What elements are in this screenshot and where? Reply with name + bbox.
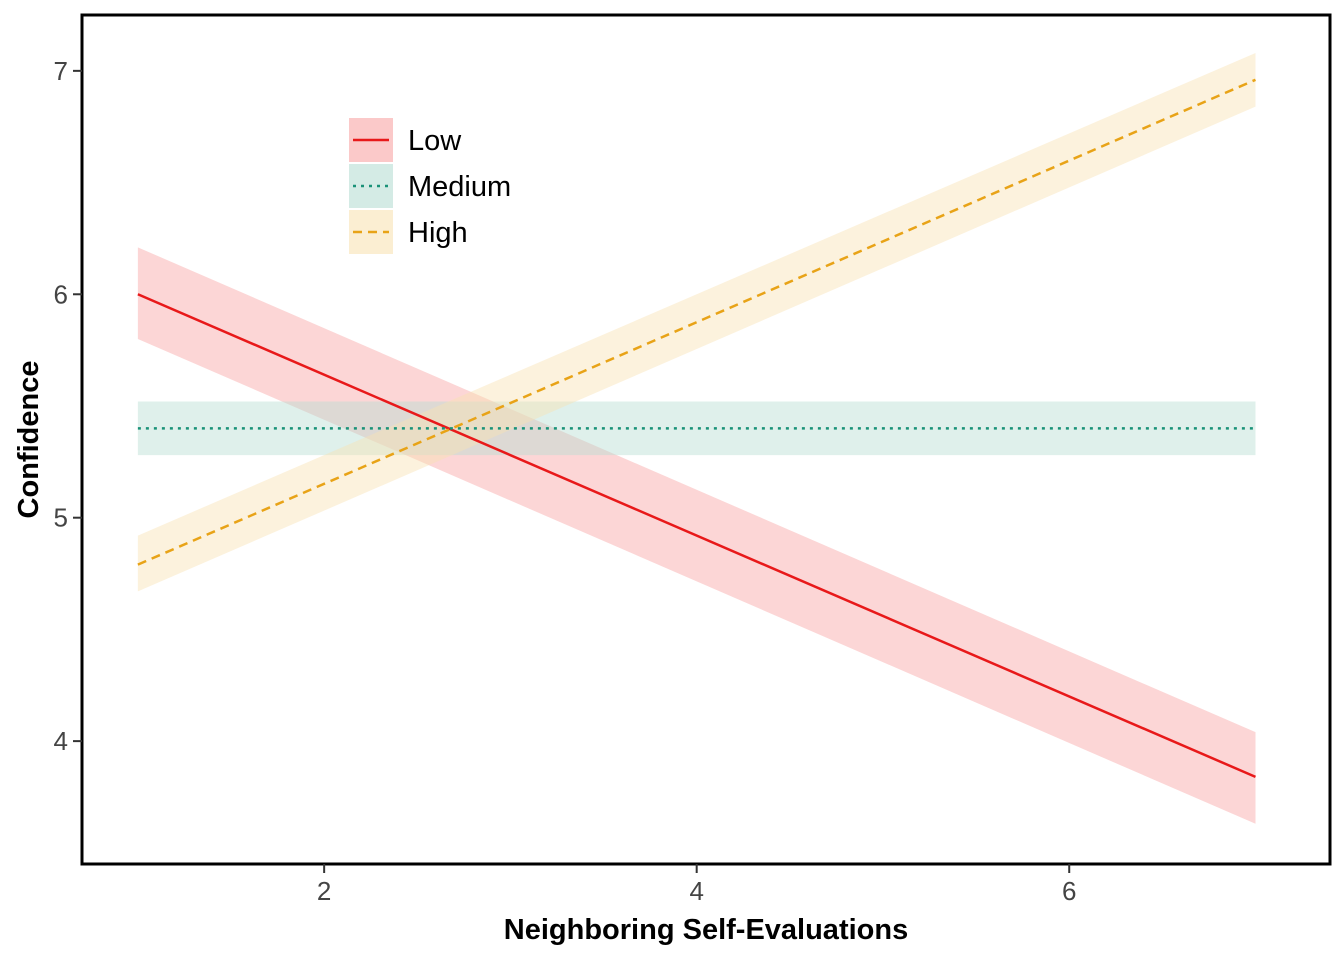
confidence-bands [137, 52, 1256, 824]
x-axis: 2 4 6 [317, 864, 1076, 906]
x-tick-label: 4 [689, 876, 703, 906]
y-tick-label: 6 [54, 279, 68, 309]
legend: Low Medium High [347, 116, 511, 256]
y-tick-label: 4 [54, 726, 68, 756]
line-high [137, 78, 1256, 566]
x-tick-label: 6 [1062, 876, 1076, 906]
y-tick-label: 7 [54, 56, 68, 86]
x-axis-title: Neighboring Self-Evaluations [504, 914, 908, 946]
series-lines [137, 78, 1256, 779]
y-tick-label: 5 [54, 503, 68, 533]
legend-label-low: Low [408, 125, 462, 157]
y-axis: 4 5 6 7 [54, 56, 82, 756]
legend-label-medium: Medium [408, 171, 511, 203]
legend-label-high: High [408, 217, 468, 249]
y-axis-title: Confidence [13, 361, 45, 519]
panel-border [80, 13, 1332, 866]
line-low [137, 293, 1256, 779]
band-high [137, 52, 1256, 592]
x-tick-label: 2 [317, 876, 331, 906]
band-medium [137, 401, 1256, 456]
